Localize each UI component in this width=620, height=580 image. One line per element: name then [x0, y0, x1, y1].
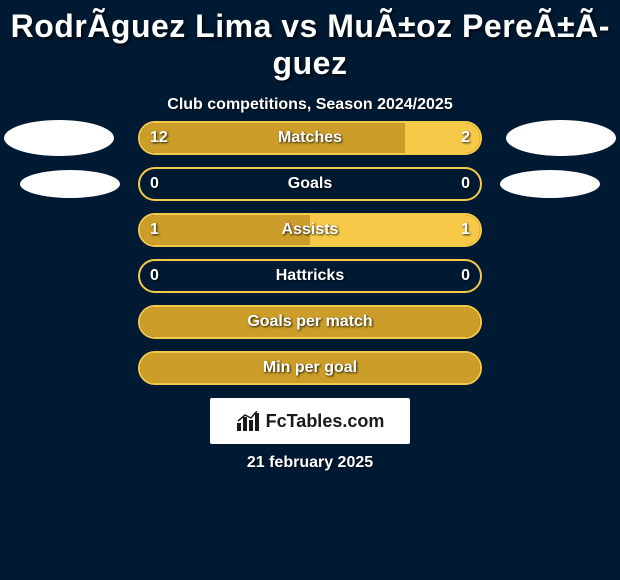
bar-fill-right [310, 215, 480, 245]
stat-bar [138, 167, 482, 201]
brand-text: FcTables.com [266, 411, 385, 432]
stat-row: Goals per match [0, 304, 620, 350]
team-logo-left [20, 170, 120, 198]
stat-bar [138, 259, 482, 293]
stat-bar [138, 305, 482, 339]
date-text: 21 february 2025 [0, 454, 620, 472]
team-logo-right [500, 170, 600, 198]
bar-fill-left [140, 353, 480, 383]
page-title: RodrÃ­guez Lima vs MuÃ±oz PereÃ±Ã­guez [0, 0, 620, 82]
team-logo-left [4, 120, 114, 156]
stat-row: Min per goal [0, 350, 620, 396]
bar-fill-left [140, 307, 480, 337]
bar-fill-left [140, 123, 405, 153]
brand-badge[interactable]: FcTables.com [210, 398, 410, 444]
stat-value-left: 1 [150, 213, 159, 247]
stat-row: Goals00 [0, 166, 620, 212]
stat-value-right: 0 [461, 259, 470, 293]
page-subtitle: Club competitions, Season 2024/2025 [0, 96, 620, 114]
stat-value-right: 1 [461, 213, 470, 247]
stat-bar [138, 213, 482, 247]
comparison-card: RodrÃ­guez Lima vs MuÃ±oz PereÃ±Ã­guez C… [0, 0, 620, 580]
stat-bar [138, 351, 482, 385]
stats-rows: Matches122Goals00Assists11Hattricks00Goa… [0, 120, 620, 396]
bar-fill-left [140, 215, 310, 245]
stat-value-left: 12 [150, 121, 168, 155]
stat-bar [138, 121, 482, 155]
stat-row: Hattricks00 [0, 258, 620, 304]
stat-row: Matches122 [0, 120, 620, 166]
bar-chart-icon [236, 411, 260, 431]
stat-value-left: 0 [150, 167, 159, 201]
team-logo-right [506, 120, 616, 156]
stat-value-left: 0 [150, 259, 159, 293]
stat-value-right: 2 [461, 121, 470, 155]
stat-value-right: 0 [461, 167, 470, 201]
stat-row: Assists11 [0, 212, 620, 258]
